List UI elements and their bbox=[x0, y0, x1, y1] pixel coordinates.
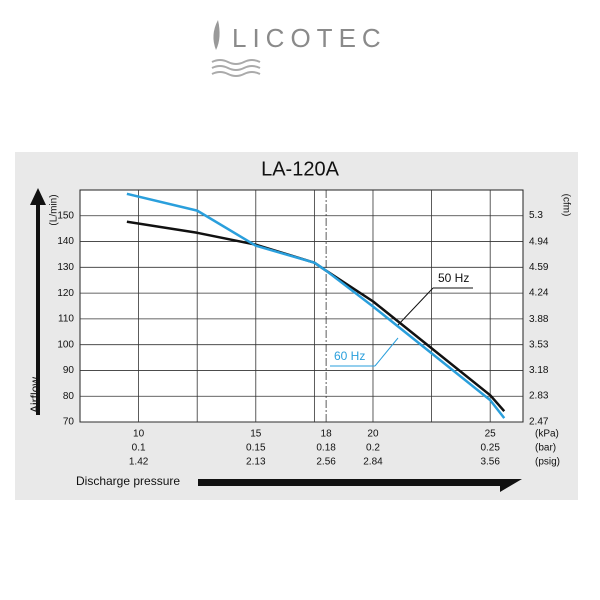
x-arrow bbox=[198, 479, 522, 492]
x-tick-label-bar: 0.25 bbox=[480, 443, 500, 454]
y2-tick-label: 2.47 bbox=[529, 417, 549, 428]
legend-label: 50 Hz bbox=[438, 271, 469, 285]
y-tick-label: 120 bbox=[57, 288, 74, 299]
chart-title: LA-120A bbox=[261, 158, 339, 180]
y2-tick-label: 2.83 bbox=[529, 390, 549, 401]
x-tick-label-psig: 2.13 bbox=[246, 457, 266, 468]
x-axis-label: Discharge pressure bbox=[76, 474, 180, 488]
x-tick-label-psig: 2.56 bbox=[316, 457, 336, 468]
x-unit: (kPa) bbox=[535, 429, 559, 440]
y-tick-label: 80 bbox=[63, 391, 75, 402]
x-unit: (psig) bbox=[535, 457, 560, 468]
x-tick-label-bar: 0.1 bbox=[132, 443, 146, 454]
y2-tick-label: 4.59 bbox=[529, 262, 549, 273]
y-tick-label: 100 bbox=[57, 339, 74, 350]
x-tick-label: 18 bbox=[321, 429, 333, 440]
y-axis-label: Airflow bbox=[28, 377, 42, 413]
x-tick-label: 10 bbox=[133, 429, 145, 440]
y-tick-label: 140 bbox=[57, 236, 74, 247]
callout-line bbox=[374, 337, 399, 367]
y-tick-label: 90 bbox=[63, 365, 75, 376]
y2-tick-label: 5.3 bbox=[529, 210, 543, 221]
callout-line bbox=[397, 287, 434, 326]
y2-tick-label: 3.18 bbox=[529, 365, 549, 376]
y2-tick-label: 4.24 bbox=[529, 288, 549, 299]
y2-unit: (cfm) bbox=[560, 194, 571, 217]
x-tick-label-psig: 3.56 bbox=[480, 457, 500, 468]
x-tick-label-bar: 0.2 bbox=[366, 443, 380, 454]
x-tick-label: 20 bbox=[367, 429, 379, 440]
x-tick-label: 25 bbox=[485, 429, 497, 440]
y-unit: (L/min) bbox=[49, 194, 60, 225]
y-tick-label: 130 bbox=[57, 262, 74, 273]
y-tick-label: 70 bbox=[63, 417, 75, 428]
y2-tick-label: 3.53 bbox=[529, 339, 549, 350]
x-tick-label-psig: 2.84 bbox=[363, 457, 383, 468]
series-line bbox=[126, 192, 506, 419]
y2-tick-label: 4.94 bbox=[529, 236, 549, 247]
y-tick-label: 110 bbox=[58, 314, 74, 325]
x-tick-label-bar: 0.15 bbox=[246, 443, 266, 454]
y-arrow bbox=[30, 188, 46, 415]
logo: LICOTEC bbox=[211, 20, 387, 77]
y-tick-label: 150 bbox=[57, 210, 74, 221]
x-tick-label-bar: 0.18 bbox=[316, 443, 336, 454]
y2-tick-label: 3.88 bbox=[529, 314, 549, 325]
x-tick-label: 15 bbox=[250, 429, 262, 440]
x-unit: (bar) bbox=[535, 443, 556, 454]
brand: LICOTEC bbox=[232, 23, 387, 53]
plot-area bbox=[79, 189, 524, 423]
x-tick-label-psig: 1.42 bbox=[129, 457, 149, 468]
legend-label: 60 Hz bbox=[334, 349, 365, 363]
